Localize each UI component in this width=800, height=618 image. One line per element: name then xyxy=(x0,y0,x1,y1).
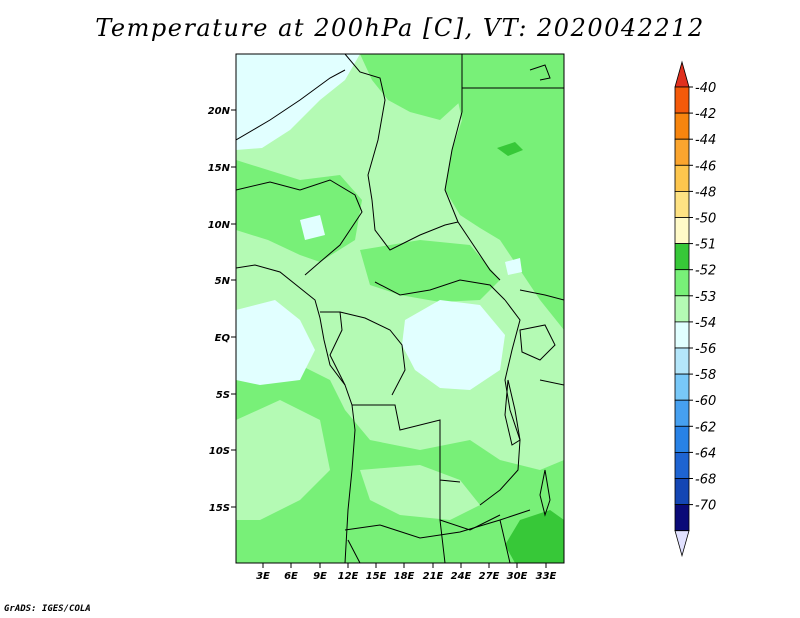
colorbar-label: -44 xyxy=(695,133,716,148)
lat-ticks xyxy=(231,109,236,508)
lon-label-15e: 15E xyxy=(366,571,387,582)
temperature-field xyxy=(236,54,564,563)
lon-label-6e: 6E xyxy=(284,571,298,582)
lat-label-10s: 10S xyxy=(209,446,230,457)
colorbar-label: -70 xyxy=(695,499,716,514)
colorbar-label: -53 xyxy=(695,290,716,305)
border-zambia-south xyxy=(344,509,531,539)
colorbar-label: -54 xyxy=(695,316,716,331)
field-region-congo-cool xyxy=(402,300,505,390)
colorbar-box xyxy=(674,190,690,218)
colorbar-box xyxy=(674,269,690,297)
lon-label-9e: 9E xyxy=(313,571,327,582)
lat-label-10n: 10N xyxy=(208,220,231,231)
colorbar-label: -68 xyxy=(695,473,716,488)
lake-malawi xyxy=(539,469,551,517)
coastline-red-sea xyxy=(529,64,551,81)
lon-label-3e: 3E xyxy=(256,571,270,582)
lon-label-18e: 18E xyxy=(394,571,415,582)
border-car-drc xyxy=(374,279,506,301)
colorbar-box xyxy=(674,451,690,479)
colorbar-label: -42 xyxy=(695,107,716,122)
colorbar-label: -51 xyxy=(695,238,716,253)
colorbar-top-triangle xyxy=(674,60,690,88)
colorbar-bottom-triangle xyxy=(674,530,690,558)
field-region-west xyxy=(236,160,362,262)
colorbar-label: -46 xyxy=(695,159,716,174)
colorbar-box xyxy=(674,504,690,532)
field-region-south-centre-lighter xyxy=(360,465,480,520)
lon-label-24e: 24E xyxy=(451,571,472,582)
colorbar-box xyxy=(674,321,690,349)
lon-label-27e: 27E xyxy=(479,571,500,582)
field-region-small-cool-1 xyxy=(300,215,325,240)
border-east-extra xyxy=(519,289,564,386)
colorbar-box xyxy=(674,243,690,271)
lat-label-eq: EQ xyxy=(215,333,231,344)
boundaries xyxy=(236,54,564,563)
border-gabon-congo xyxy=(320,311,346,386)
lat-label-5n: 5N xyxy=(215,276,231,287)
lon-label-12e: 12E xyxy=(338,571,359,582)
lon-label-33e: 33E xyxy=(536,571,557,582)
colorbar-box xyxy=(674,478,690,506)
lon-label-30e: 30E xyxy=(507,571,528,582)
lon-label-21e: 21E xyxy=(423,571,444,582)
colorbar-box xyxy=(674,217,690,245)
colorbar-box xyxy=(674,425,690,453)
colorbar-label: -52 xyxy=(695,264,716,279)
lat-label-15s: 15S xyxy=(209,503,230,514)
colorbar-box xyxy=(674,138,690,166)
field-region-north-east xyxy=(445,54,564,330)
colorbar-box xyxy=(674,373,690,401)
colorbar-box xyxy=(674,295,690,323)
colorbar-label: -50 xyxy=(695,212,716,227)
lat-label-20n: 20N xyxy=(208,106,231,117)
border-drc-angola xyxy=(352,404,461,483)
field-region-north-west-cool xyxy=(236,54,360,150)
colorbar-label: -40 xyxy=(695,81,716,96)
border-drc-east xyxy=(479,299,521,506)
border-angola-zambia xyxy=(439,480,501,531)
field-region-centre xyxy=(360,240,500,302)
field-region-small-cool-2 xyxy=(505,258,522,275)
grads-credit: GrADS: IGES/COLA xyxy=(4,604,91,614)
lake-victoria xyxy=(519,324,556,361)
colorbar-box xyxy=(674,112,690,140)
field-region-south xyxy=(236,360,564,563)
field-region-east-dark xyxy=(497,142,523,156)
field-region-south-west-lighter xyxy=(236,400,330,520)
map-title: Temperature at 200hPa [C], VT: 202004221… xyxy=(95,14,705,42)
colorbar: -40 -42 -44 -46 -48 -50 -51 -52 -53 -54 -56 -58 -60 -… xyxy=(674,60,716,558)
colorbar-label: -62 xyxy=(695,420,716,435)
border-nigeria-cameroon xyxy=(299,179,363,276)
border-libya-chad xyxy=(344,54,386,201)
plot-frame xyxy=(235,53,565,564)
colorbar-label: -60 xyxy=(695,394,716,409)
border-niger-algeria xyxy=(236,69,346,141)
coastline-west xyxy=(236,264,356,563)
colorbar-label: -58 xyxy=(695,368,716,383)
lat-label-5s: 5S xyxy=(216,390,230,401)
colorbar-label: -48 xyxy=(695,185,716,200)
field-region-equator-west-cool xyxy=(236,300,315,385)
colorbar-box xyxy=(674,86,690,114)
field-region-south-east-dark xyxy=(505,510,564,563)
lat-label-15n: 15N xyxy=(208,163,231,174)
field-region-north-centre xyxy=(360,54,462,120)
border-south-dividers xyxy=(347,519,511,563)
border-chad-car xyxy=(371,199,459,251)
lake-tanganyika xyxy=(504,379,521,446)
lon-ticks xyxy=(262,563,547,568)
colorbar-box xyxy=(674,399,690,427)
colorbar-box xyxy=(674,347,690,375)
border-niger-nigeria xyxy=(236,181,301,191)
colorbar-label: -64 xyxy=(695,446,716,461)
colorbar-label: -56 xyxy=(695,342,716,357)
colorbar-box xyxy=(674,164,690,192)
border-congo-drc xyxy=(339,311,406,396)
